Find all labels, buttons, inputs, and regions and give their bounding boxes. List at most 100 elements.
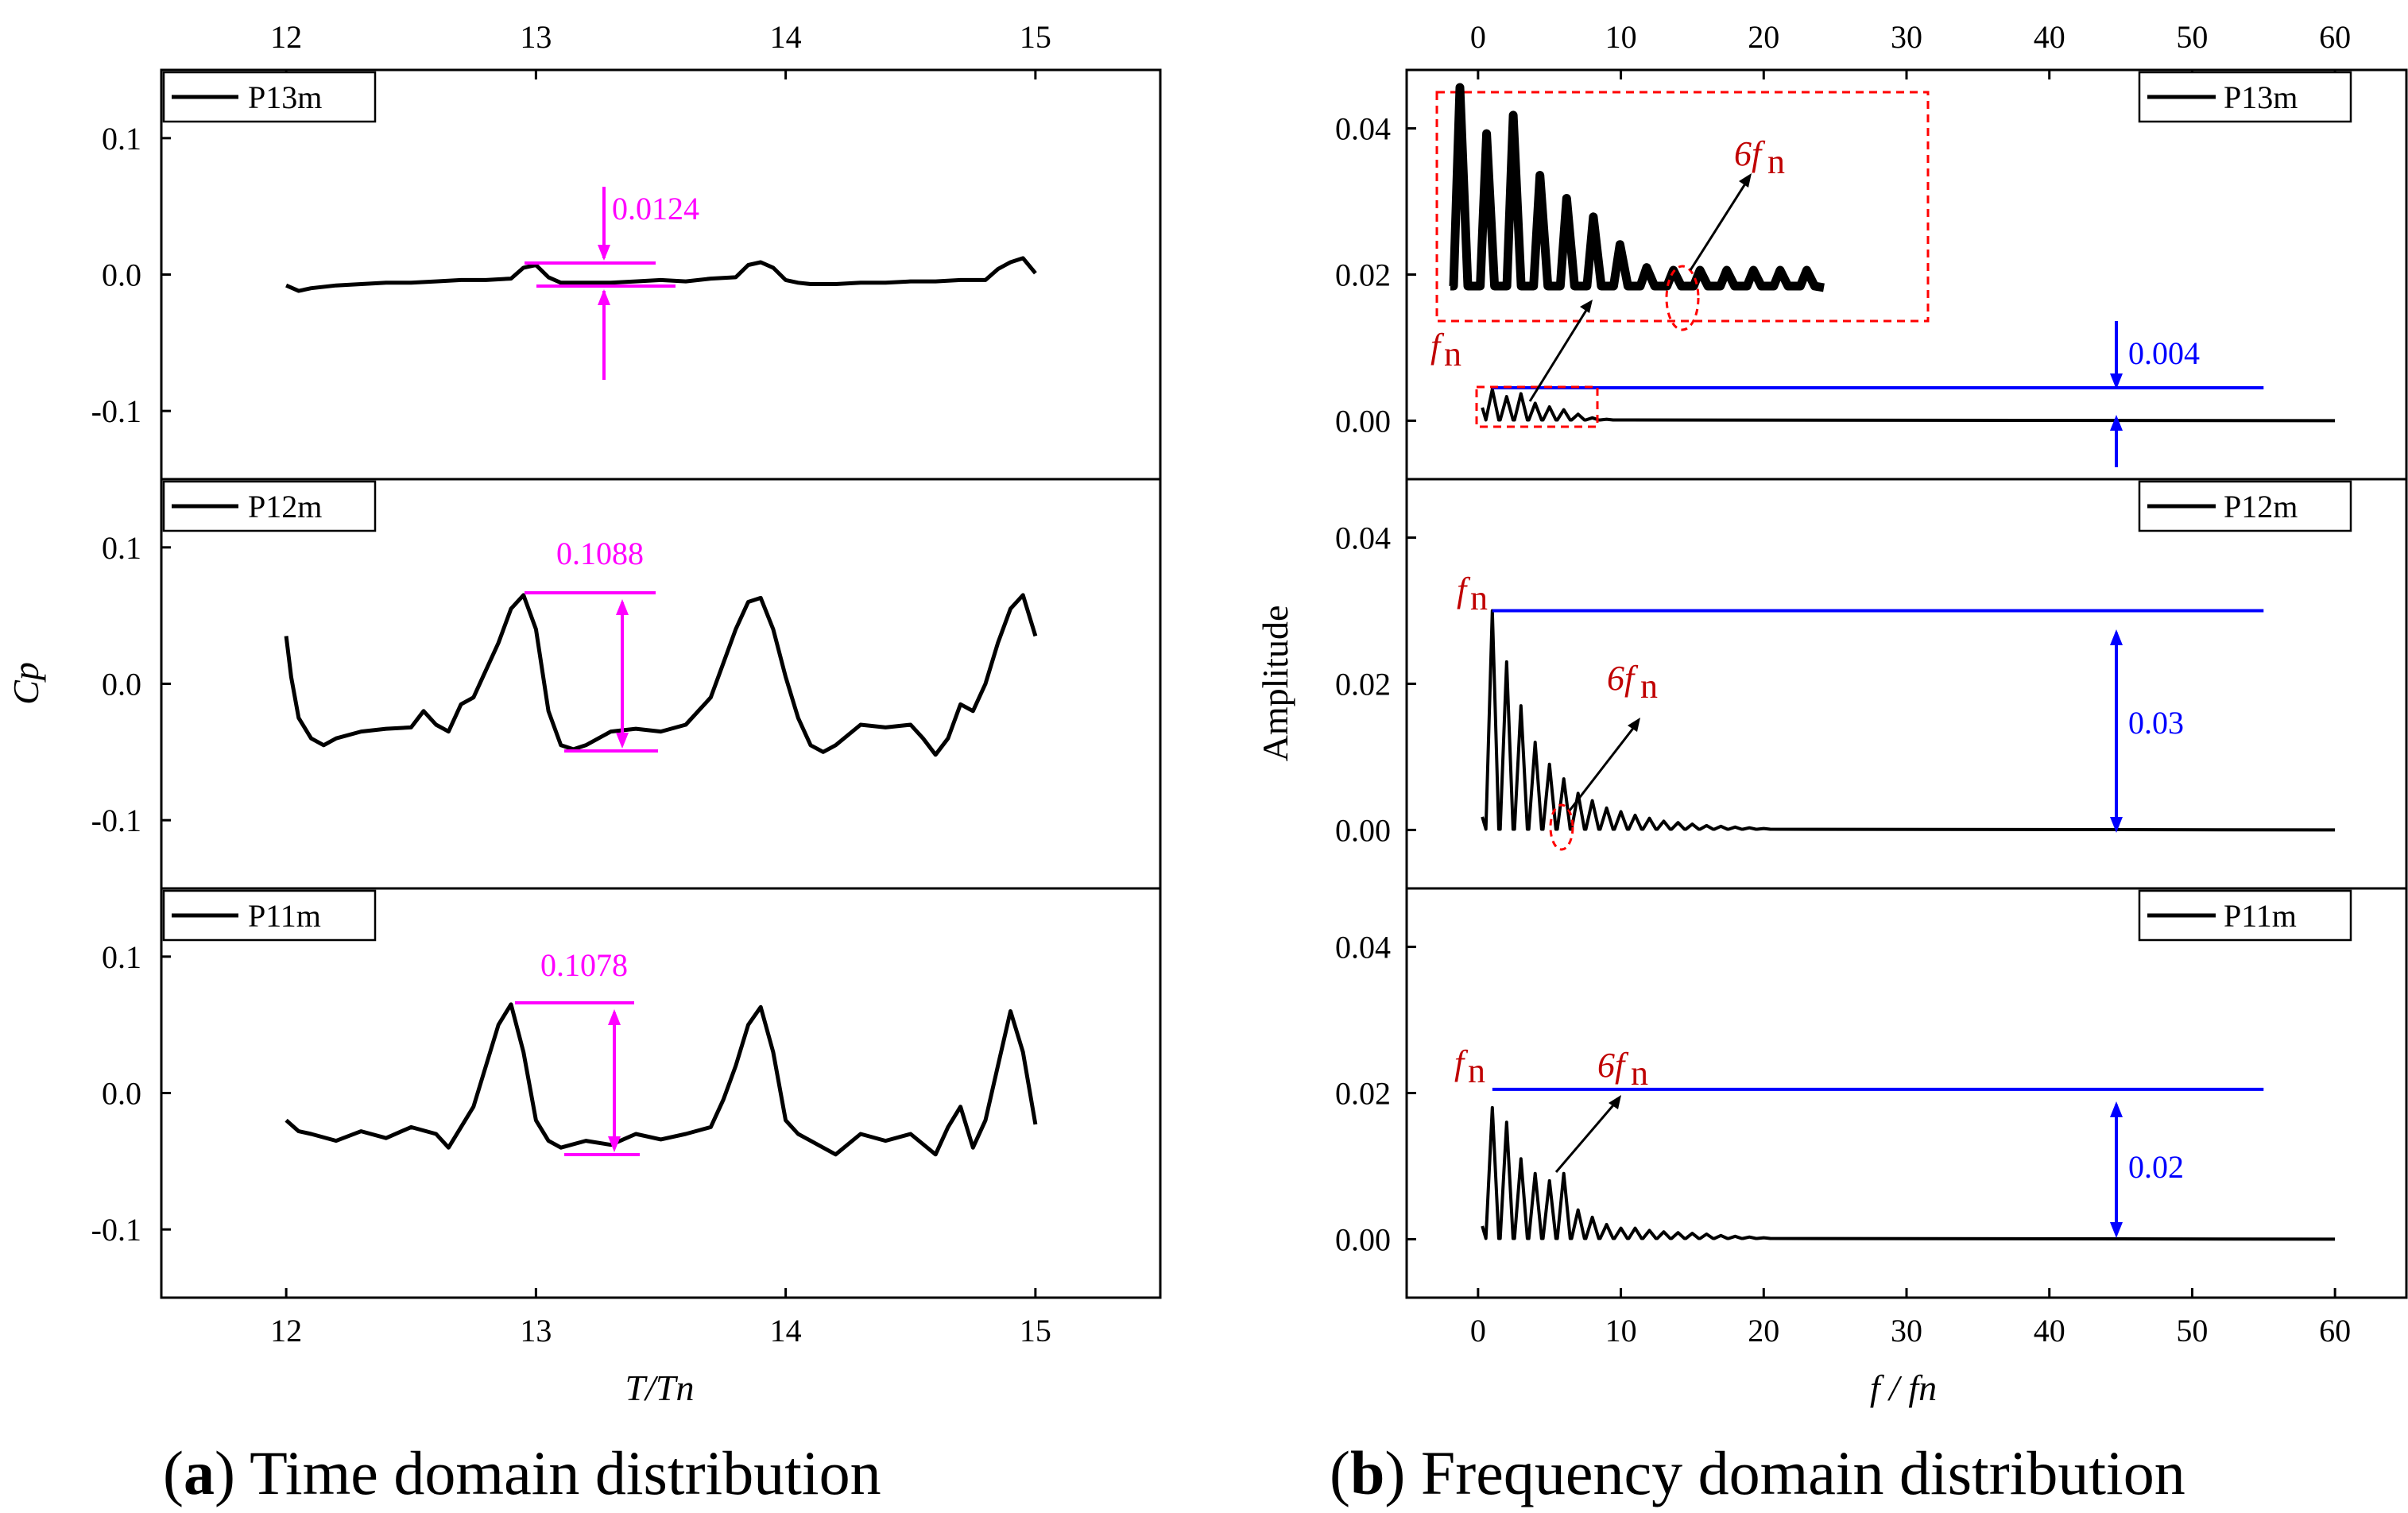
y-tick-label: 0.0 [102, 257, 141, 293]
x-tick-label: 0 [1470, 19, 1486, 55]
time-panel-p13m: -0.1 0.0 0.1 P13m 0.0124 [91, 71, 1037, 429]
freq-panel-p12m: 0.00 0.02 0.04 P12m 0.03 6f n [1335, 480, 2352, 851]
harmonic-label-subscript: n [1631, 1054, 1648, 1093]
x-tick-label: 50 [2176, 19, 2208, 55]
arrow-head [616, 599, 629, 615]
annotation-value: 0.03 [2128, 705, 2184, 741]
y-tick-label: -0.1 [91, 803, 141, 838]
y-tick-label: -0.1 [91, 393, 141, 429]
harmonic-label-subscript: n [1470, 578, 1488, 617]
legend-label: P13m [2224, 79, 2298, 115]
series-line-p13m [285, 256, 1037, 293]
arrow-head [616, 733, 629, 749]
x-tick-label: 12 [270, 19, 302, 55]
y-tick-label: 0.00 [1335, 1221, 1391, 1257]
time-bottom-xaxis: 12 13 14 15 [270, 1288, 1051, 1349]
spectrum-line-p12m [1481, 609, 2336, 832]
harmonic-label-subscript: n [1468, 1051, 1485, 1090]
caption-a-label: a [184, 1438, 215, 1507]
caption-b-label: b [1350, 1438, 1384, 1507]
arrow-head [2110, 817, 2123, 833]
arrow-head [608, 1136, 621, 1152]
x-tick-label: 20 [1748, 19, 1779, 55]
x-tick-label: 40 [2034, 19, 2065, 55]
legend-label: P12m [248, 489, 322, 524]
sixth-harmonic-arrow [1689, 178, 1750, 271]
y-tick-label: 0.1 [102, 939, 141, 975]
y-tick-label: 0.04 [1335, 520, 1391, 556]
sixth-harmonic-marker [1665, 265, 1700, 331]
caption-a: (a) Time domain distribution [163, 1438, 881, 1507]
freq-panel-p11m: 0.00 0.02 0.04 P11m 0.02 6f n [1335, 889, 2352, 1257]
y-tick-label: 0.02 [1335, 257, 1391, 293]
caption-a-title: Time domain distribution [250, 1438, 881, 1507]
series-line-p11m [285, 1002, 1038, 1157]
freq-y-axis-label: Amplitude [1255, 606, 1295, 762]
y-tick-label: 0.00 [1335, 403, 1391, 439]
caption-b-text: (b) Frequency domain distribution [1330, 1438, 2185, 1507]
harmonic-label-main: 6f [1597, 1046, 1629, 1085]
x-tick-label: 0 [1470, 1313, 1486, 1349]
inset-spectrum-line [1449, 83, 1825, 292]
caption-b-title: Frequency domain distribution [1421, 1438, 2185, 1507]
arrow-head [1739, 173, 1752, 188]
x-tick-label: 30 [1891, 1313, 1922, 1349]
arrow-head [598, 289, 610, 305]
arrow-head [2110, 1101, 2123, 1117]
arrow-head [598, 245, 610, 261]
range-annotation: 0.1078 [515, 947, 640, 1156]
frequency-domain-chart: 0 10 20 30 40 50 60 0 10 20 30 40 50 60 … [1255, 19, 2408, 1408]
y-tick-label: 0.1 [102, 530, 141, 566]
annotation-value: 0.1078 [540, 947, 628, 983]
x-tick-label: 13 [520, 1313, 552, 1349]
legend-label: P12m [2224, 489, 2298, 524]
amplitude-annotation: 0.02 [2110, 1101, 2184, 1238]
harmonic-label-6fn: 6f n [1607, 659, 1658, 706]
spectrum-line-p11m [1481, 1105, 2336, 1241]
harmonic-label-6fn: 6f n [1597, 1046, 1648, 1093]
freq-x-axis-label: f / fn [1870, 1368, 1937, 1408]
harmonic-label-subscript: n [1444, 335, 1461, 373]
time-top-xaxis: 12 13 14 15 [270, 19, 1051, 79]
freq-panel-p13m: 0.00 0.02 0.04 P13m 0.004 [1335, 71, 2352, 467]
annotation-value: 0.1088 [556, 536, 644, 571]
legend-label: P11m [248, 898, 321, 934]
freq-bottom-xaxis: 0 10 20 30 40 50 60 [1470, 1288, 2351, 1349]
amplitude-annotation: 0.004 [2110, 321, 2200, 467]
harmonic-label-subscript: n [1767, 142, 1785, 181]
y-tick-label: 0.04 [1335, 930, 1391, 965]
y-tick-label: 0.0 [102, 1076, 141, 1112]
time-panel-p11m: -0.1 0.0 0.1 P11m 0.1078 [91, 889, 1038, 1248]
sixth-harmonic-arrow [1554, 1100, 1619, 1173]
spectrum-line-p13m [1481, 387, 2336, 423]
y-tick-label: 0.00 [1335, 812, 1391, 848]
sixth-harmonic-arrow [1568, 722, 1639, 811]
x-tick-label: 12 [270, 1313, 302, 1349]
harmonic-label-main: 6f [1607, 659, 1639, 698]
annotation-value: 0.004 [2128, 335, 2200, 371]
annotation-value: 0.02 [2128, 1149, 2184, 1185]
arrow-head [1580, 300, 1593, 313]
zoom-region-box [1475, 385, 1599, 428]
sixth-harmonic-marker [1549, 803, 1574, 851]
time-domain-chart: 12 13 14 15 12 13 14 15 T/Tn Cp -0.1 0.0… [6, 19, 1162, 1408]
x-tick-label: 10 [1605, 1313, 1637, 1349]
annotation-value: 0.0124 [612, 191, 699, 226]
legend-label: P11m [2224, 898, 2297, 934]
x-tick-label: 10 [1605, 19, 1637, 55]
y-tick-label: 0.04 [1335, 111, 1391, 147]
arrow-head [2110, 1222, 2123, 1238]
harmonic-label-subscript: n [1640, 667, 1658, 706]
range-annotation: 0.1088 [525, 536, 658, 753]
x-tick-label: 13 [520, 19, 552, 55]
harmonic-label-main: 6f [1734, 134, 1766, 173]
y-tick-label: 0.02 [1335, 667, 1391, 702]
harmonic-label-6fn: 6f n [1734, 134, 1785, 181]
amplitude-annotation: 0.03 [2110, 629, 2184, 833]
y-tick-label: 0.1 [102, 121, 141, 157]
arrow-head [1628, 718, 1640, 732]
series-line-p12m [284, 593, 1038, 757]
arrow-head [608, 1009, 621, 1025]
